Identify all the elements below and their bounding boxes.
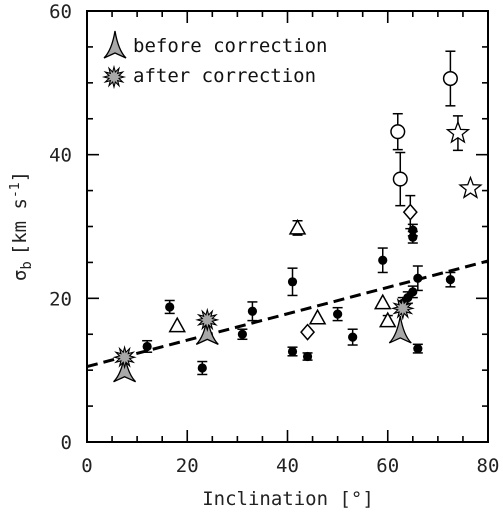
point-starburst: [195, 307, 220, 332]
legend-arrowhead-icon: [103, 30, 127, 59]
x-tick-label: 20: [176, 455, 199, 477]
legend: before correction after correction: [101, 30, 327, 90]
point-open-triangle: [373, 293, 392, 310]
legend-starburst-icon: [101, 64, 127, 90]
point-open-star: [458, 175, 483, 199]
x-axis-label: Inclination [°]: [202, 488, 374, 510]
y-axis-label-symbol: σ: [9, 270, 31, 281]
legend-starburst-marker: [101, 64, 127, 90]
point-open-diamond: [300, 323, 316, 341]
point-arrowhead: [388, 315, 412, 344]
x-tick-label: 40: [276, 455, 299, 477]
point-filled-circle: [413, 273, 423, 283]
legend-label-before: before correction: [133, 35, 327, 57]
point-filled-circle: [302, 351, 313, 362]
legend-arrowhead-marker: [103, 30, 127, 59]
point-open-diamond: [402, 203, 418, 221]
point-filled-circle: [445, 275, 456, 285]
point-open-star: [445, 120, 471, 144]
x-tick-label: 60: [376, 455, 399, 477]
x-tick-label: 0: [81, 455, 92, 477]
point-open-circle: [390, 124, 406, 140]
point-open-triangle: [288, 218, 307, 235]
y-tick-label: 0: [61, 432, 72, 454]
point-starburst: [390, 296, 415, 321]
axis-ticks: 0 20 40 60 80 0 20 40 60: [49, 1, 499, 477]
y-axis-label: σb [km s-1]: [8, 171, 35, 281]
data-points: [112, 50, 483, 383]
point-open-circle: [442, 70, 458, 87]
point-filled-circle: [287, 346, 298, 357]
point-filled-circle: [348, 332, 358, 342]
point-filled-circle: [333, 309, 343, 319]
point-open-triangle: [308, 308, 327, 325]
point-filled-circle: [247, 306, 258, 316]
point-filled-circle: [287, 277, 298, 287]
point-filled-circle: [165, 302, 175, 312]
point-filled-circle: [413, 344, 423, 354]
y-axis-label-close: ]: [9, 171, 31, 182]
svg-text:σb[km s-1]: σb [km s-1]: [8, 171, 35, 281]
point-filled-circle: [197, 363, 207, 373]
point-filled-circle: [378, 255, 388, 265]
point-open-circle: [392, 171, 408, 187]
point-open-triangle: [168, 316, 186, 333]
point-filled-circle: [237, 329, 247, 339]
y-tick-label: 40: [49, 145, 72, 167]
point-filled-circle: [408, 287, 418, 297]
x-tick-label: 80: [477, 455, 500, 477]
y-tick-label: 20: [49, 288, 72, 310]
point-filled-circle: [408, 232, 418, 242]
legend-label-after: after correction: [133, 65, 316, 87]
y-axis-label-unit: [km s: [9, 198, 31, 255]
point-filled-circle: [142, 341, 152, 352]
point-open-triangle: [378, 311, 397, 328]
y-axis-label-exponent: -1: [8, 182, 23, 198]
y-tick-label: 60: [49, 1, 72, 23]
y-axis-label-subscript: b: [19, 261, 35, 269]
point-starburst: [112, 345, 137, 370]
